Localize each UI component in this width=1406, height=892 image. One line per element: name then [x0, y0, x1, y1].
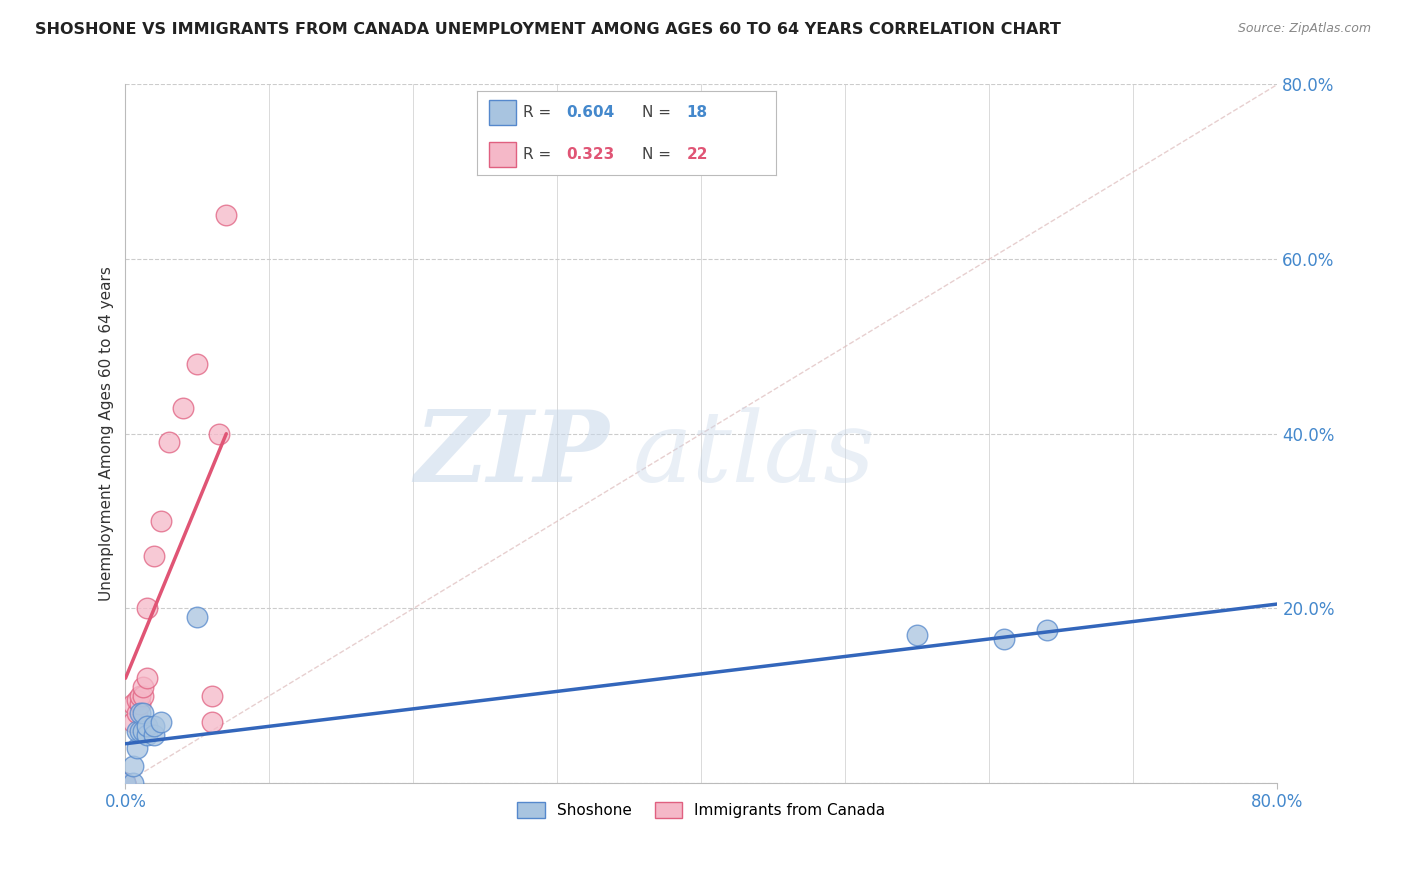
Y-axis label: Unemployment Among Ages 60 to 64 years: Unemployment Among Ages 60 to 64 years	[100, 267, 114, 601]
Point	[121, 714, 143, 729]
Point	[128, 689, 150, 703]
Point	[150, 714, 173, 729]
Point	[136, 728, 159, 742]
Point	[136, 671, 159, 685]
Point	[143, 728, 166, 742]
Point	[132, 680, 155, 694]
Point	[132, 689, 155, 703]
Point	[143, 719, 166, 733]
Point	[128, 706, 150, 721]
Text: ZIP: ZIP	[415, 407, 609, 503]
Point	[186, 610, 208, 624]
Text: Source: ZipAtlas.com: Source: ZipAtlas.com	[1237, 22, 1371, 36]
Point	[114, 776, 136, 790]
Point	[136, 719, 159, 733]
Point	[186, 357, 208, 371]
Point	[157, 435, 180, 450]
Point	[114, 776, 136, 790]
Point	[125, 706, 148, 721]
Point	[114, 776, 136, 790]
Point	[201, 689, 224, 703]
Point	[128, 723, 150, 738]
Point	[128, 698, 150, 712]
Point	[143, 549, 166, 563]
Text: SHOSHONE VS IMMIGRANTS FROM CANADA UNEMPLOYMENT AMONG AGES 60 TO 64 YEARS CORREL: SHOSHONE VS IMMIGRANTS FROM CANADA UNEMP…	[35, 22, 1062, 37]
Point	[121, 698, 143, 712]
Point	[907, 627, 929, 641]
Point	[121, 758, 143, 772]
Point	[150, 514, 173, 528]
Point	[201, 714, 224, 729]
Point	[215, 209, 238, 223]
Point	[172, 401, 194, 415]
Point	[132, 706, 155, 721]
Point	[993, 632, 1015, 646]
Point	[208, 426, 231, 441]
Point	[114, 776, 136, 790]
Point	[121, 776, 143, 790]
Point	[125, 741, 148, 756]
Point	[125, 693, 148, 707]
Point	[132, 723, 155, 738]
Text: atlas: atlas	[633, 407, 875, 502]
Point	[136, 601, 159, 615]
Legend: Shoshone, Immigrants from Canada: Shoshone, Immigrants from Canada	[512, 796, 891, 824]
Point	[125, 723, 148, 738]
Point	[1036, 624, 1059, 638]
